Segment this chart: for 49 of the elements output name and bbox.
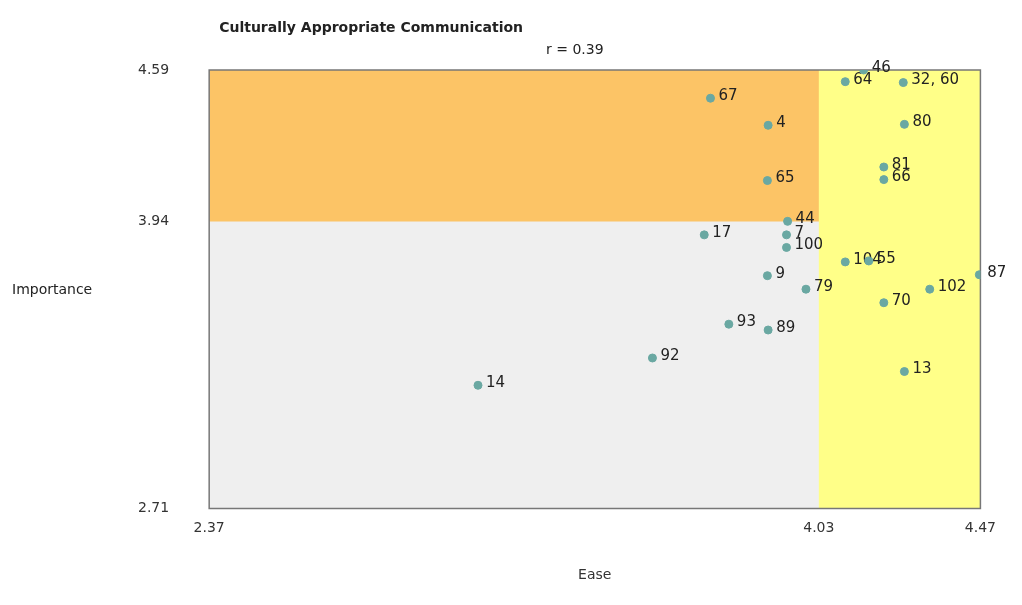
annotation: 4 bbox=[776, 113, 786, 132]
annotation: 102 bbox=[937, 277, 967, 296]
point bbox=[783, 216, 793, 226]
point bbox=[840, 257, 850, 267]
annotation: 67 bbox=[718, 86, 738, 105]
annotation: 92 bbox=[660, 345, 680, 364]
point bbox=[763, 325, 773, 335]
chart-title: Culturally Appropriate Communication bbox=[219, 19, 524, 35]
point bbox=[699, 230, 709, 240]
point bbox=[762, 271, 772, 281]
y-axis-title: Importance bbox=[12, 281, 93, 298]
point bbox=[762, 176, 772, 186]
y-tick-label: 2.71 bbox=[138, 499, 170, 516]
annotation: 17 bbox=[712, 222, 732, 241]
x-tick-label: 4.47 bbox=[964, 519, 996, 536]
annotation: 9 bbox=[775, 263, 785, 282]
annotation: 14 bbox=[486, 373, 506, 392]
annotation: 32, 60 bbox=[911, 70, 960, 89]
point bbox=[801, 284, 811, 294]
point bbox=[782, 230, 791, 240]
point bbox=[782, 242, 791, 252]
annotation: 93 bbox=[736, 312, 756, 331]
annotation: 79 bbox=[813, 277, 834, 296]
annotation: 89 bbox=[776, 317, 796, 336]
annotation: 64 bbox=[853, 69, 873, 88]
annotation: 80 bbox=[912, 112, 932, 131]
point bbox=[840, 77, 850, 87]
point bbox=[898, 78, 908, 88]
point bbox=[879, 162, 889, 172]
x-axis-title: Ease bbox=[578, 566, 612, 583]
point bbox=[899, 367, 909, 377]
annotation: 70 bbox=[891, 290, 911, 309]
x-tick-label: 4.03 bbox=[803, 519, 835, 536]
point bbox=[705, 93, 715, 103]
point bbox=[879, 298, 889, 308]
point bbox=[763, 120, 773, 130]
annotation: 65 bbox=[775, 168, 795, 187]
point bbox=[647, 353, 657, 363]
point bbox=[879, 175, 889, 185]
chart-subtitle: r = 0.39 bbox=[546, 41, 604, 57]
point bbox=[925, 284, 935, 294]
annotation: 87 bbox=[987, 262, 1007, 281]
annotation: 13 bbox=[912, 359, 932, 378]
x-tick-label: 2.37 bbox=[193, 519, 225, 536]
y-tick-label: 4.59 bbox=[138, 60, 170, 77]
point bbox=[899, 119, 909, 129]
y-tick-label: 3.94 bbox=[138, 212, 170, 229]
point bbox=[473, 380, 483, 390]
point bbox=[724, 319, 734, 329]
